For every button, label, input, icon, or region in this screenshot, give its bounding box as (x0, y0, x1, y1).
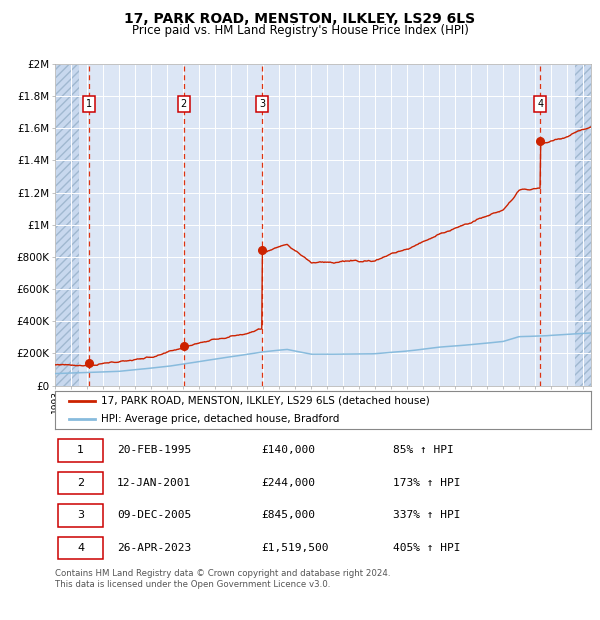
Text: 2: 2 (181, 99, 187, 109)
Text: Contains HM Land Registry data © Crown copyright and database right 2024.
This d: Contains HM Land Registry data © Crown c… (55, 569, 391, 588)
Text: 4: 4 (537, 99, 543, 109)
Text: 17, PARK ROAD, MENSTON, ILKLEY, LS29 6LS: 17, PARK ROAD, MENSTON, ILKLEY, LS29 6LS (124, 12, 476, 27)
Text: 17, PARK ROAD, MENSTON, ILKLEY, LS29 6LS (detached house): 17, PARK ROAD, MENSTON, ILKLEY, LS29 6LS… (101, 396, 430, 406)
Text: 20-FEB-1995: 20-FEB-1995 (117, 445, 191, 455)
Text: 3: 3 (77, 510, 84, 520)
Text: 12-JAN-2001: 12-JAN-2001 (117, 478, 191, 488)
Text: £1,519,500: £1,519,500 (262, 543, 329, 553)
Text: 405% ↑ HPI: 405% ↑ HPI (393, 543, 460, 553)
Text: 09-DEC-2005: 09-DEC-2005 (117, 510, 191, 520)
Text: 173% ↑ HPI: 173% ↑ HPI (393, 478, 460, 488)
Text: 2: 2 (77, 478, 84, 488)
Text: 4: 4 (77, 543, 84, 553)
Text: £140,000: £140,000 (262, 445, 316, 455)
Text: 337% ↑ HPI: 337% ↑ HPI (393, 510, 460, 520)
FancyBboxPatch shape (58, 504, 103, 526)
Bar (55, 64, 79, 386)
Text: £244,000: £244,000 (262, 478, 316, 488)
Bar (575, 64, 591, 386)
FancyBboxPatch shape (58, 537, 103, 559)
Text: HPI: Average price, detached house, Bradford: HPI: Average price, detached house, Brad… (101, 414, 339, 423)
FancyBboxPatch shape (58, 472, 103, 494)
Text: 1: 1 (77, 445, 84, 455)
FancyBboxPatch shape (58, 439, 103, 461)
Text: 26-APR-2023: 26-APR-2023 (117, 543, 191, 553)
Text: 3: 3 (259, 99, 265, 109)
Text: 1: 1 (86, 99, 92, 109)
Text: £845,000: £845,000 (262, 510, 316, 520)
Text: 85% ↑ HPI: 85% ↑ HPI (393, 445, 454, 455)
Text: Price paid vs. HM Land Registry's House Price Index (HPI): Price paid vs. HM Land Registry's House … (131, 24, 469, 37)
